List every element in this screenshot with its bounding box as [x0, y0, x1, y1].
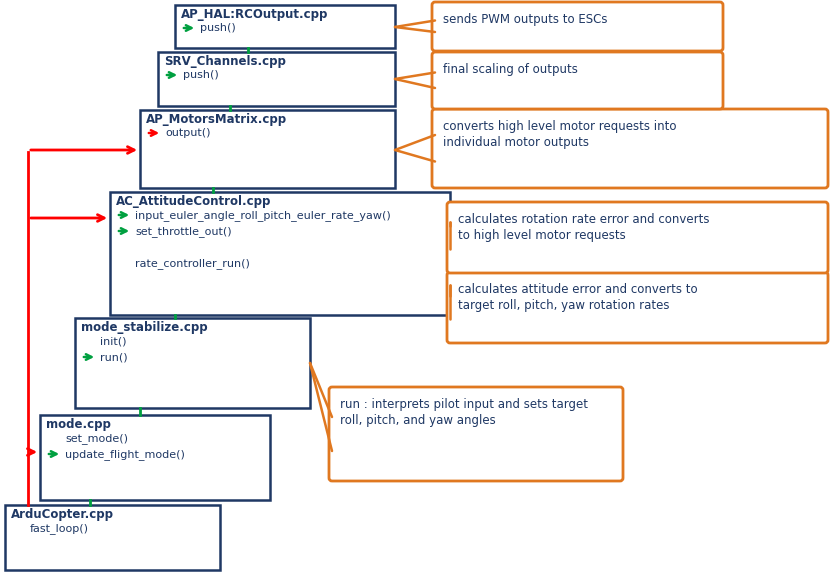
FancyBboxPatch shape	[158, 52, 395, 106]
Text: run : interprets pilot input and sets target: run : interprets pilot input and sets ta…	[340, 398, 588, 411]
FancyBboxPatch shape	[110, 192, 450, 315]
Text: push(): push()	[200, 23, 236, 33]
FancyBboxPatch shape	[175, 5, 395, 48]
FancyBboxPatch shape	[329, 387, 623, 481]
Text: mode_stabilize.cpp: mode_stabilize.cpp	[81, 321, 207, 334]
FancyBboxPatch shape	[75, 318, 310, 408]
FancyBboxPatch shape	[447, 272, 828, 343]
Text: AP_MotorsMatrix.cpp: AP_MotorsMatrix.cpp	[146, 113, 287, 126]
FancyBboxPatch shape	[432, 52, 723, 109]
Text: roll, pitch, and yaw angles: roll, pitch, and yaw angles	[340, 414, 496, 427]
Text: to high level motor requests: to high level motor requests	[458, 229, 626, 242]
Text: calculates rotation rate error and converts: calculates rotation rate error and conve…	[458, 213, 710, 226]
Text: ArduCopter.cpp: ArduCopter.cpp	[11, 508, 114, 521]
FancyBboxPatch shape	[447, 202, 828, 273]
Text: sends PWM outputs to ESCs: sends PWM outputs to ESCs	[443, 13, 607, 26]
Text: target roll, pitch, yaw rotation rates: target roll, pitch, yaw rotation rates	[458, 299, 670, 312]
Text: input_euler_angle_roll_pitch_euler_rate_yaw(): input_euler_angle_roll_pitch_euler_rate_…	[135, 210, 391, 221]
Text: final scaling of outputs: final scaling of outputs	[443, 63, 578, 76]
Text: converts high level motor requests into: converts high level motor requests into	[443, 120, 676, 133]
Text: AP_HAL:RCOutput.cpp: AP_HAL:RCOutput.cpp	[181, 8, 328, 21]
Text: output(): output()	[165, 128, 211, 138]
Text: update_flight_mode(): update_flight_mode()	[65, 449, 185, 460]
FancyBboxPatch shape	[40, 415, 270, 500]
FancyBboxPatch shape	[140, 110, 395, 188]
Text: SRV_Channels.cpp: SRV_Channels.cpp	[164, 55, 286, 68]
Text: individual motor outputs: individual motor outputs	[443, 136, 589, 149]
Text: set_throttle_out(): set_throttle_out()	[135, 226, 232, 237]
Text: set_mode(): set_mode()	[65, 433, 128, 444]
FancyBboxPatch shape	[432, 2, 723, 51]
Text: AC_AttitudeControl.cpp: AC_AttitudeControl.cpp	[116, 195, 272, 208]
Text: calculates attitude error and converts to: calculates attitude error and converts t…	[458, 283, 697, 296]
FancyBboxPatch shape	[432, 109, 828, 188]
Text: mode.cpp: mode.cpp	[46, 418, 111, 431]
FancyBboxPatch shape	[5, 505, 220, 570]
Text: rate_controller_run(): rate_controller_run()	[135, 258, 250, 269]
Text: init(): init()	[100, 336, 127, 346]
Text: fast_loop(): fast_loop()	[30, 523, 89, 534]
Text: push(): push()	[183, 70, 219, 80]
Text: run(): run()	[100, 352, 127, 362]
